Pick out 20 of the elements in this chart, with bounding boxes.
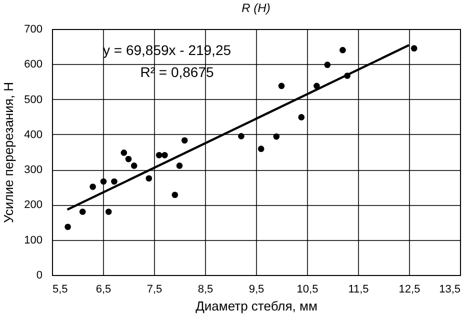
y-axis-title: Усилие перерезания, Н — [1, 82, 16, 224]
x-tick-label: 6,5 — [96, 284, 112, 296]
x-tick-label: 12,5 — [398, 284, 420, 296]
x-tick-label: 11,5 — [348, 284, 369, 296]
y-tick-label: 200 — [24, 199, 42, 212]
chart-title: R (Н) — [242, 1, 270, 15]
x-tick-label: 5,5 — [52, 284, 68, 296]
x-tick-label: 9,5 — [248, 284, 264, 296]
x-tick-label: 10,5 — [296, 284, 318, 296]
y-tick-label: 500 — [24, 94, 42, 106]
y-tick-label: 600 — [24, 58, 42, 71]
x-tick-label: 8,5 — [198, 284, 214, 296]
y-tick-label: 700 — [24, 24, 42, 36]
x-tick-label: 13,5 — [439, 284, 460, 296]
y-tick-label: 0 — [36, 270, 42, 282]
y-tick-label: 100 — [24, 234, 42, 246]
y-tick-label: 300 — [24, 164, 42, 176]
x-axis-title: Диаметр стебля, мм — [196, 298, 318, 314]
x-tick-label: 7,5 — [146, 284, 162, 296]
y-tick-label: 400 — [24, 128, 42, 141]
